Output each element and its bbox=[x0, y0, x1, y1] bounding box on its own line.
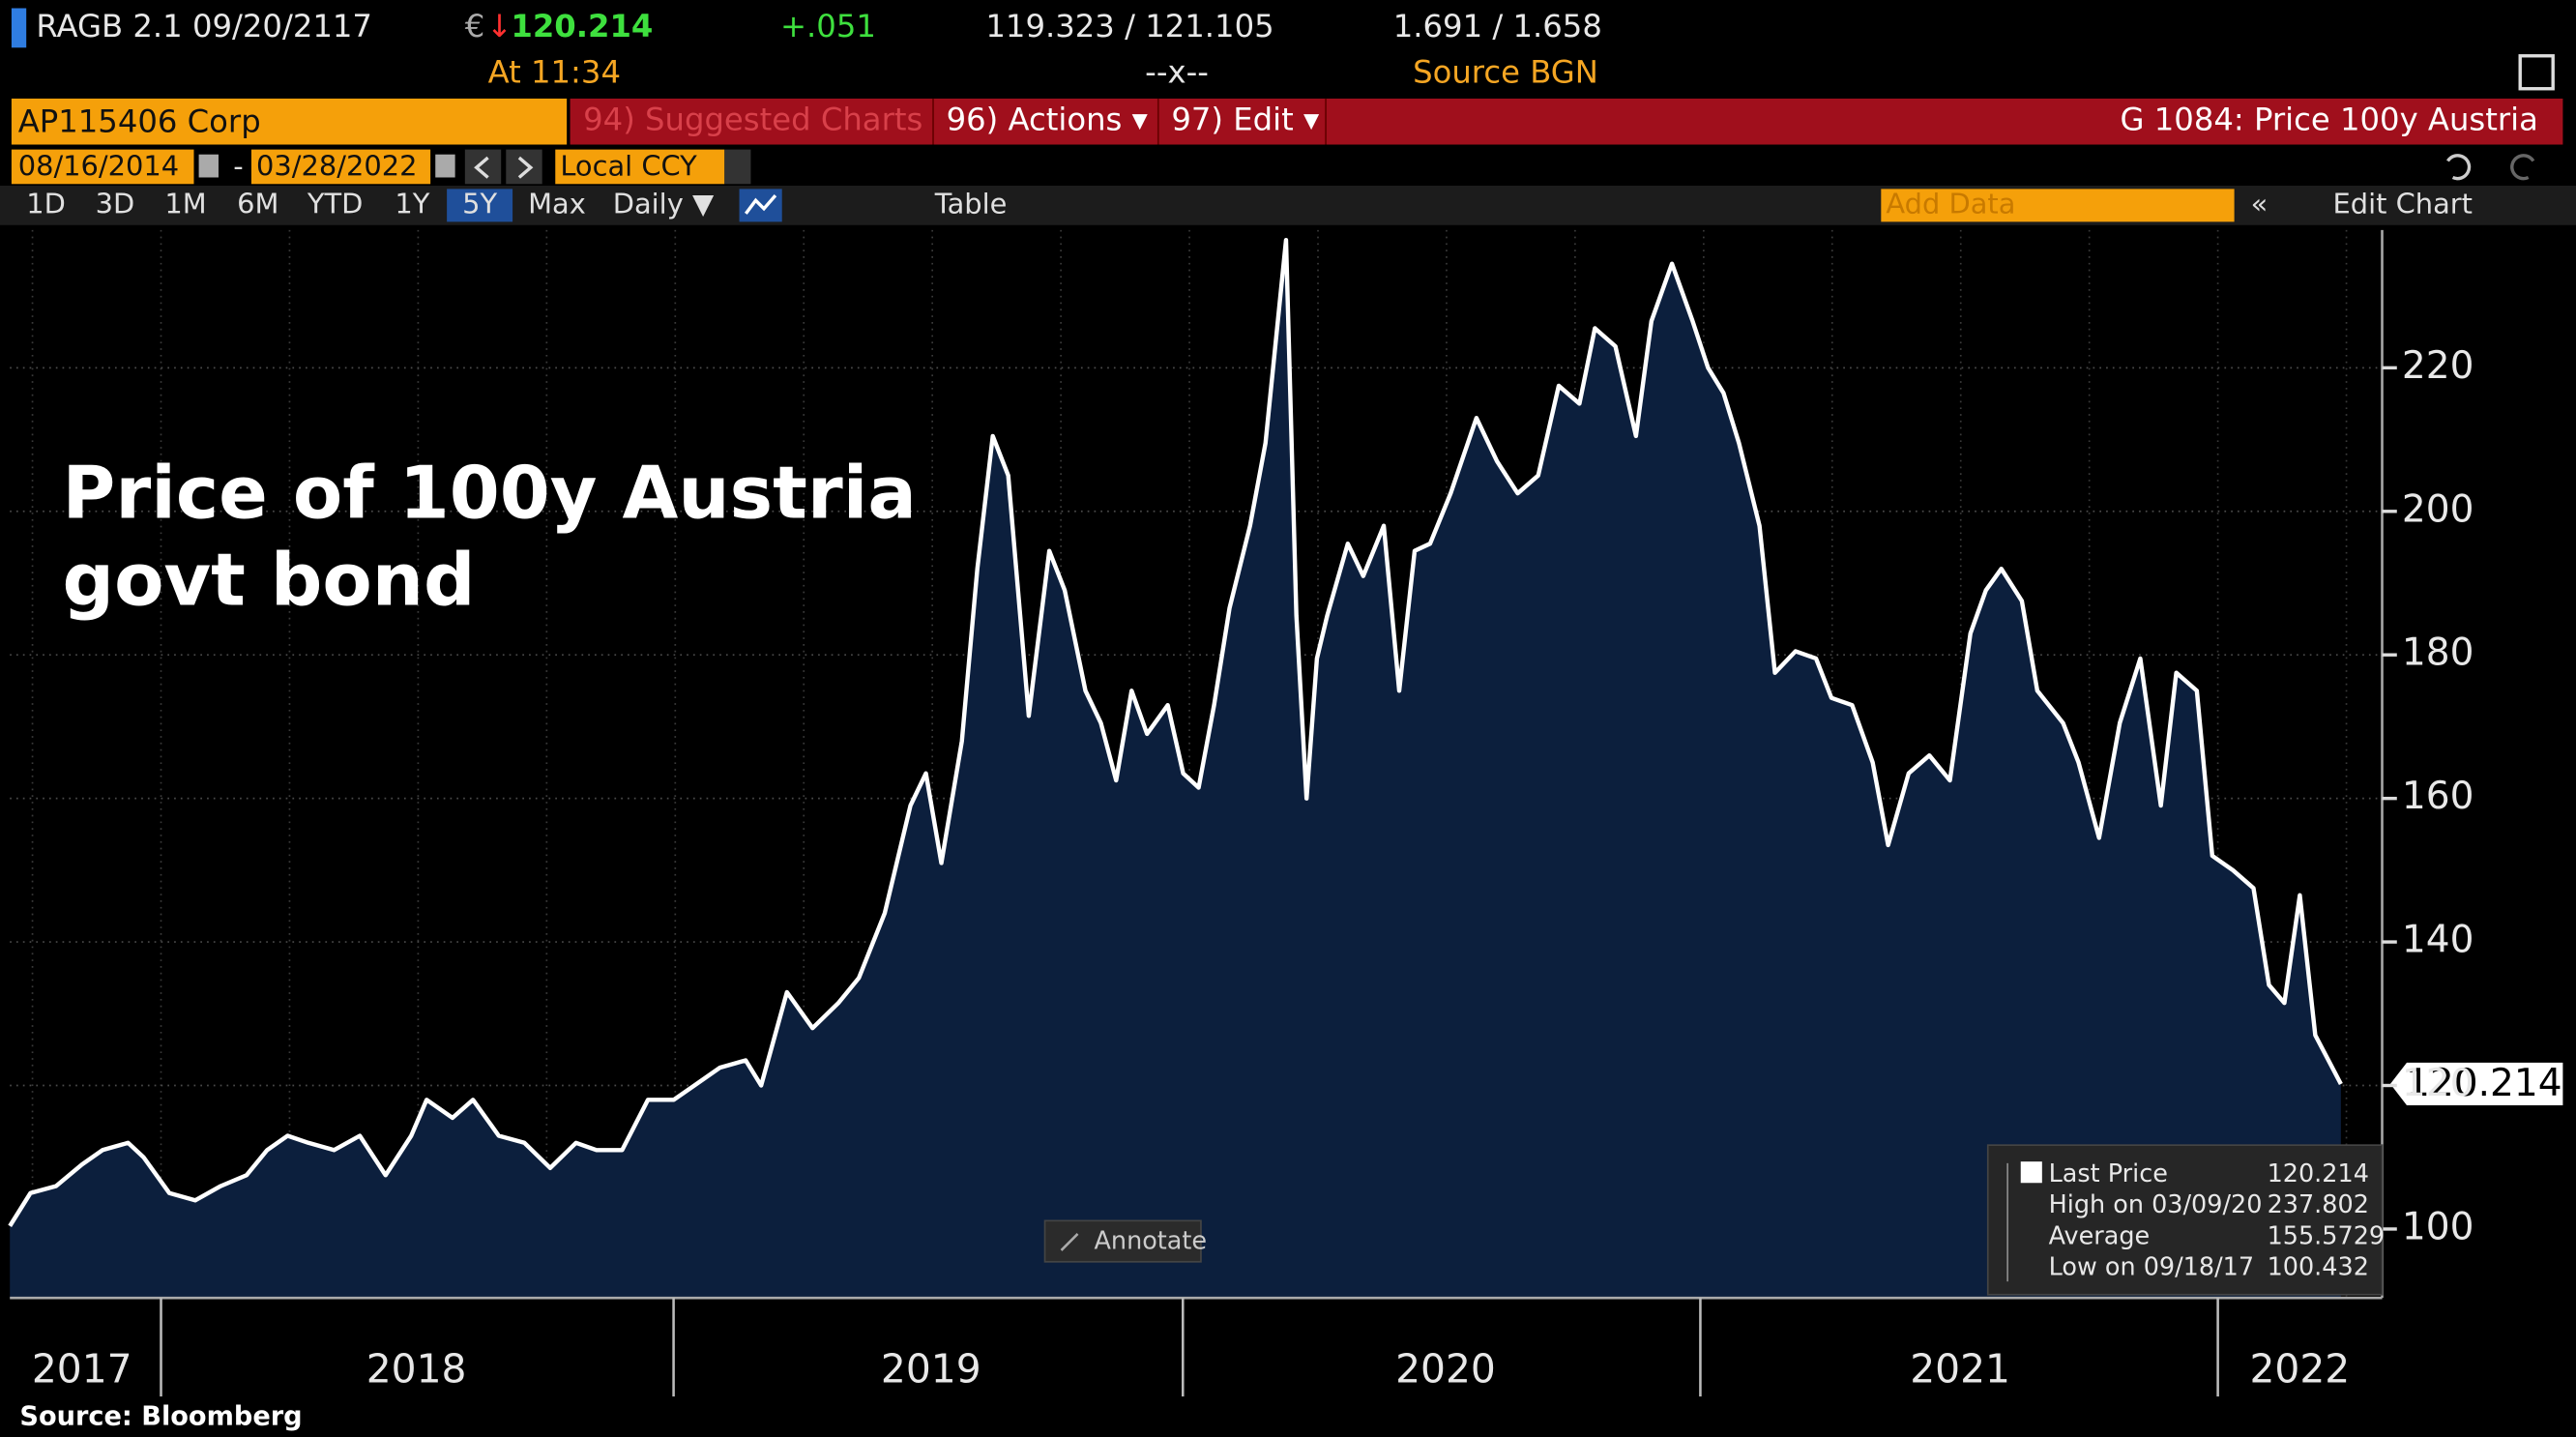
y-tick-label: 220 bbox=[2402, 344, 2474, 388]
date-dash: - bbox=[233, 149, 243, 182]
periods: 1D 3D 1M 6M YTD 1Y 5Y Max bbox=[26, 187, 586, 222]
plot: 120.214 100 120 140 160 180 200 220 2017 2018 2019… bbox=[8, 229, 2563, 1432]
legend-label: Last Price bbox=[2049, 1159, 2168, 1188]
x-tick-label: 2017 bbox=[32, 1346, 132, 1393]
ticker: RAGB 2.1 09/20/2117 bbox=[36, 8, 372, 44]
y-tick-label: 140 bbox=[2402, 919, 2474, 962]
area-fill bbox=[10, 240, 2341, 1299]
edit[interactable]: 97) Edit ▾ bbox=[1171, 102, 1320, 138]
price-line bbox=[8, 238, 2343, 1227]
change: +.051 bbox=[780, 8, 876, 44]
period-button[interactable]: 1D bbox=[26, 187, 66, 220]
period-button[interactable]: YTD bbox=[307, 187, 364, 220]
period-button[interactable]: Max bbox=[528, 187, 586, 220]
security-box[interactable] bbox=[11, 98, 568, 145]
calendar-icon[interactable] bbox=[435, 154, 455, 178]
security[interactable]: AP115406 Corp bbox=[18, 103, 261, 139]
start-date[interactable]: 08/16/2014 bbox=[18, 149, 179, 182]
line-chart-icon bbox=[744, 194, 777, 215]
ticker-marker bbox=[11, 8, 27, 48]
time: At 11:34 bbox=[488, 53, 621, 90]
period-button[interactable]: 6M bbox=[237, 187, 278, 220]
end-date[interactable]: 03/28/2022 bbox=[256, 149, 417, 182]
redo-icon[interactable] bbox=[2510, 154, 2535, 181]
popout-icon[interactable] bbox=[2518, 54, 2555, 91]
undo-icon[interactable] bbox=[2446, 154, 2472, 181]
last-price-tag bbox=[2390, 1062, 2563, 1106]
x-tick-label: 2021 bbox=[1910, 1346, 2010, 1393]
edit-chart[interactable]: Edit Chart bbox=[2333, 187, 2473, 220]
y-tick-label: 100 bbox=[2402, 1205, 2474, 1248]
next-arrow bbox=[517, 156, 534, 179]
add-data[interactable]: Add Data bbox=[1886, 187, 2015, 220]
currency: € bbox=[465, 8, 485, 44]
page-title: G 1084: Price 100y Austria bbox=[2121, 102, 2538, 138]
legend-value: 100.432 bbox=[2268, 1253, 2369, 1282]
legend-value: 120.214 bbox=[2268, 1159, 2369, 1188]
legend-label: Average bbox=[2049, 1221, 2151, 1250]
price: 120.214 bbox=[511, 8, 653, 44]
chart-title: Price of 100y Austria bbox=[63, 451, 917, 535]
y-tick-label: 160 bbox=[2402, 775, 2474, 818]
source: Source BGN bbox=[1413, 53, 1598, 90]
legend-label: High on 03/09/20 bbox=[2049, 1190, 2263, 1219]
annotate-icon bbox=[1060, 1233, 1079, 1251]
direction: ↓ bbox=[486, 8, 512, 44]
y-tick-label: 180 bbox=[2402, 631, 2474, 675]
collapse-icon[interactable]: « bbox=[2251, 187, 2269, 220]
period-active bbox=[447, 189, 513, 222]
table-button[interactable]: Table bbox=[934, 187, 1008, 220]
volume: --x-- bbox=[1145, 53, 1209, 90]
x-tick-label: 2019 bbox=[881, 1346, 981, 1393]
source-note: Source: Bloomberg bbox=[19, 1402, 302, 1432]
y-tick-label: 200 bbox=[2402, 487, 2474, 531]
x-tick-label: 2018 bbox=[366, 1346, 467, 1393]
period-button[interactable]: 1Y bbox=[395, 187, 429, 220]
x-tick-label: 2022 bbox=[2249, 1346, 2350, 1393]
x-tick-label: 2020 bbox=[1395, 1346, 1496, 1393]
yields: 1.691 / 1.658 bbox=[1393, 8, 1602, 44]
currency-box[interactable] bbox=[555, 149, 725, 185]
add-data-box[interactable] bbox=[1881, 189, 2235, 222]
currency-dropdown[interactable] bbox=[724, 149, 751, 185]
bid-ask: 119.323 / 121.105 bbox=[985, 8, 1273, 44]
menu-bar bbox=[570, 98, 2563, 145]
period-button[interactable]: 5Y bbox=[462, 187, 497, 220]
chart-title: govt bond bbox=[63, 538, 476, 622]
y-tick-label: 120 bbox=[2402, 1062, 2474, 1105]
last-price-label: 120.214 bbox=[2406, 1062, 2562, 1105]
prev-arrow bbox=[474, 156, 489, 179]
legend-value: 155.5729 bbox=[2268, 1221, 2386, 1250]
next-button[interactable] bbox=[506, 149, 542, 185]
period-button[interactable]: 3D bbox=[96, 187, 135, 220]
legend-swatch bbox=[2020, 1161, 2042, 1184]
start-date-box[interactable] bbox=[11, 149, 194, 185]
legend-value: 237.802 bbox=[2268, 1190, 2369, 1219]
frequency[interactable]: Daily ▼ bbox=[613, 187, 715, 220]
actions[interactable]: 96) Actions ▾ bbox=[947, 102, 1149, 138]
annotate-label: Annotate bbox=[1095, 1226, 1208, 1255]
prev-button[interactable] bbox=[464, 149, 502, 185]
legend-box bbox=[1986, 1144, 2384, 1296]
suggested-charts[interactable]: 94) Suggested Charts bbox=[583, 102, 922, 138]
end-date-box[interactable] bbox=[250, 149, 431, 185]
currency-select[interactable]: Local CCY bbox=[560, 149, 697, 182]
period-button[interactable]: 1M bbox=[164, 187, 206, 220]
calendar-icon[interactable] bbox=[198, 154, 219, 178]
legend-label: Low on 09/18/17 bbox=[2049, 1253, 2254, 1282]
